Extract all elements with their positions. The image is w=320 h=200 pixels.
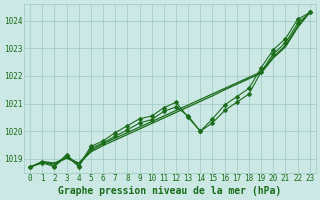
X-axis label: Graphe pression niveau de la mer (hPa): Graphe pression niveau de la mer (hPa) [58, 186, 282, 196]
